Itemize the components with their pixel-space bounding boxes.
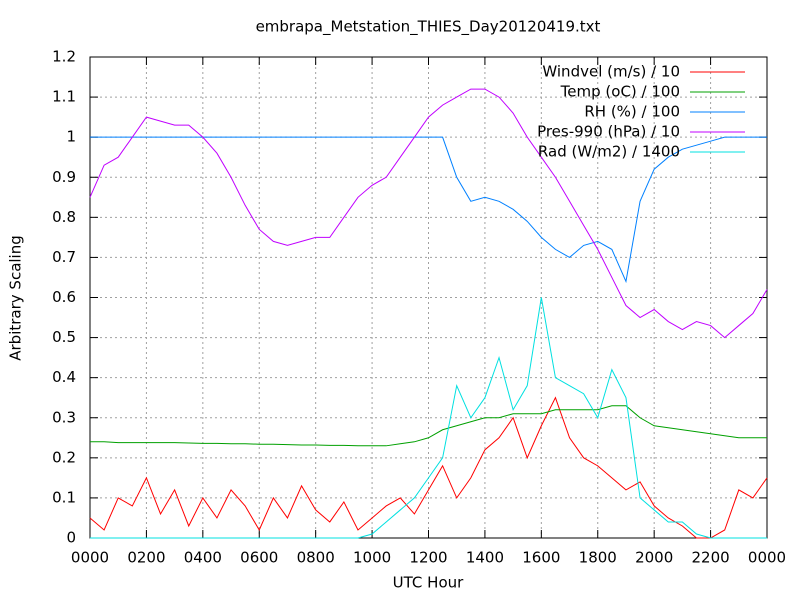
- plot-border: [89, 56, 768, 539]
- x-tick-label: 2000: [635, 549, 673, 567]
- x-tick-label: 0800: [297, 549, 335, 567]
- chart-title: embrapa_Metstation_THIES_Day20120419.txt: [256, 18, 601, 37]
- series-line: [90, 297, 767, 539]
- x-tick-label: 0400: [184, 549, 222, 567]
- x-tick-label: 1000: [353, 549, 391, 567]
- legend-label: Temp (oC) / 100: [560, 83, 680, 101]
- x-axis-label: UTC Hour: [393, 574, 464, 592]
- series-line: [90, 405, 767, 447]
- x-tick-label: 2200: [691, 549, 729, 567]
- series-line: [89, 88, 768, 339]
- y-tick-label: 0.9: [52, 168, 76, 186]
- x-tick-label: 1800: [579, 549, 617, 567]
- y-tick-label: 0.5: [52, 328, 76, 346]
- legend-label: RH (%) / 100: [584, 103, 680, 121]
- y-tick-label: 0.2: [52, 448, 76, 466]
- x-tick-label: 0000: [748, 549, 786, 567]
- y-tick-label: 1.2: [52, 48, 76, 66]
- x-tick-label: 0200: [127, 549, 165, 567]
- legend-label: Rad (W/m2) / 1400: [538, 143, 680, 161]
- y-tick-label: 0.6: [52, 288, 76, 306]
- series-line: [89, 396, 768, 539]
- x-tick-label: 0600: [240, 549, 278, 567]
- y-tick-label: 0.4: [52, 368, 76, 386]
- y-tick-label: 1.1: [52, 88, 76, 106]
- y-tick-label: 0.8: [52, 208, 76, 226]
- y-axis-label: Arbitrary Scaling: [7, 235, 25, 361]
- legend-label: Windvel (m/s) / 10: [542, 63, 680, 81]
- x-tick-label: 1600: [522, 549, 560, 567]
- x-tick-label: 1200: [409, 549, 447, 567]
- y-tick-label: 0.1: [52, 488, 76, 506]
- legend-label: Pres-990 (hPa) / 10: [537, 123, 680, 141]
- y-tick-label: 1: [66, 128, 76, 146]
- y-tick-label: 0.3: [52, 408, 76, 426]
- x-tick-label: 1400: [466, 549, 504, 567]
- y-tick-label: 0: [66, 529, 76, 547]
- x-tick-label: 0000: [71, 549, 109, 567]
- y-tick-label: 0.7: [52, 248, 76, 266]
